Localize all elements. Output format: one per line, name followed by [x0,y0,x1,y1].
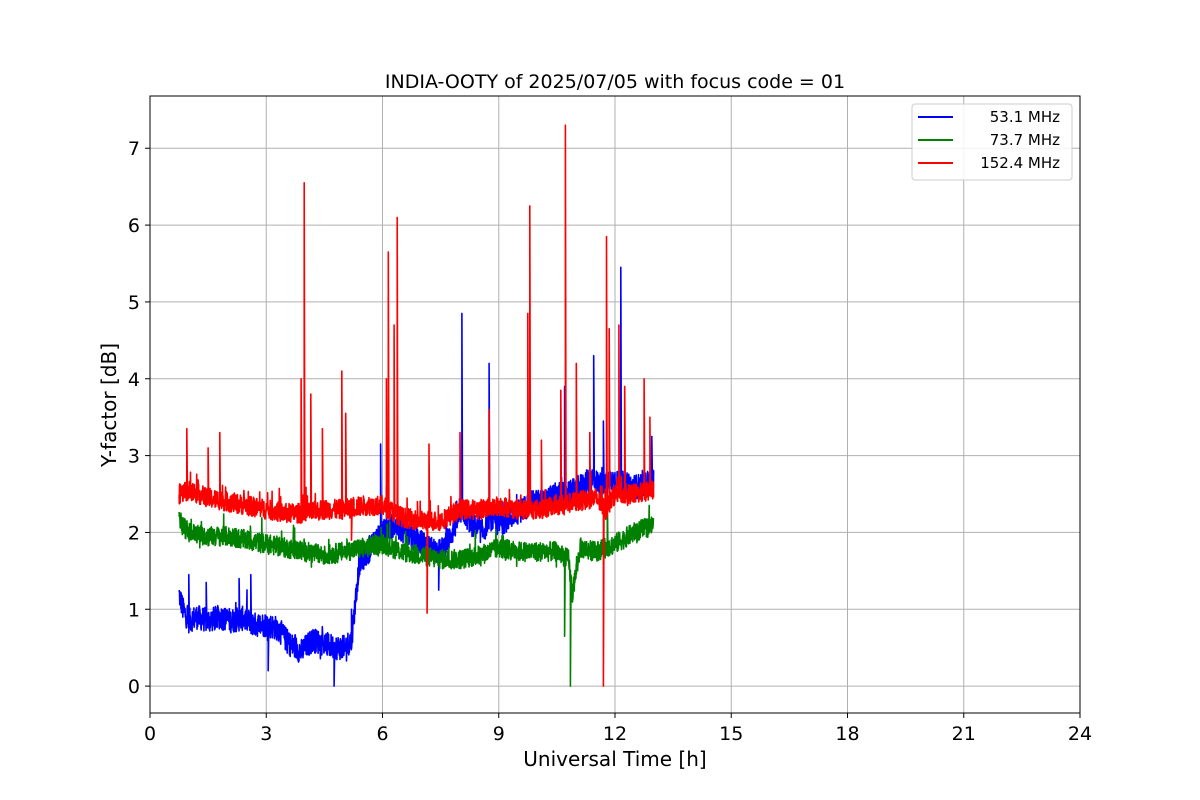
x-tick-label: 24 [1068,723,1092,745]
y-tick-label: 4 [128,369,140,391]
legend-label-73-7: 73.7 MHz [985,131,1060,149]
y-tick-label: 2 [128,522,140,544]
x-tick-label: 6 [376,723,388,745]
y-tick-label: 5 [128,292,140,314]
series-group [178,124,655,687]
x-tick-label: 15 [719,723,743,745]
x-tick-label: 18 [835,723,859,745]
plot-area [178,124,655,687]
legend-box [911,103,1073,181]
x-tick-label: 9 [493,723,505,745]
x-tick-label: 0 [144,723,156,745]
legend-label-53-1: 53.1 MHz [985,108,1060,126]
y-tick-label: 0 [128,676,140,698]
chart-title: INDIA-OOTY of 2025/07/05 with focus code… [385,71,845,93]
y-tick-label: 7 [128,138,140,160]
legend-label-152-4: 152.4 MHz [980,154,1060,172]
y-tick-label: 1 [128,599,140,621]
x-tick-label: 21 [952,723,976,745]
series-line-1 [178,493,655,687]
series-line-2 [178,124,655,687]
y-axis: 0 1 2 3 4 5 6 7 [128,138,150,698]
y-axis-label: Y-factor [dB] [97,343,121,468]
y-tick-label: 6 [128,215,140,237]
x-tick-label: 12 [603,723,627,745]
y-tick-label: 3 [128,446,140,468]
x-tick-label: 3 [260,723,272,745]
x-axis-label: Universal Time [h] [523,747,706,771]
x-axis: 0 3 6 9 12 15 18 21 24 [144,713,1092,745]
legend: 53.1 MHz 73.7 MHz 152.4 MHz [911,103,1073,181]
